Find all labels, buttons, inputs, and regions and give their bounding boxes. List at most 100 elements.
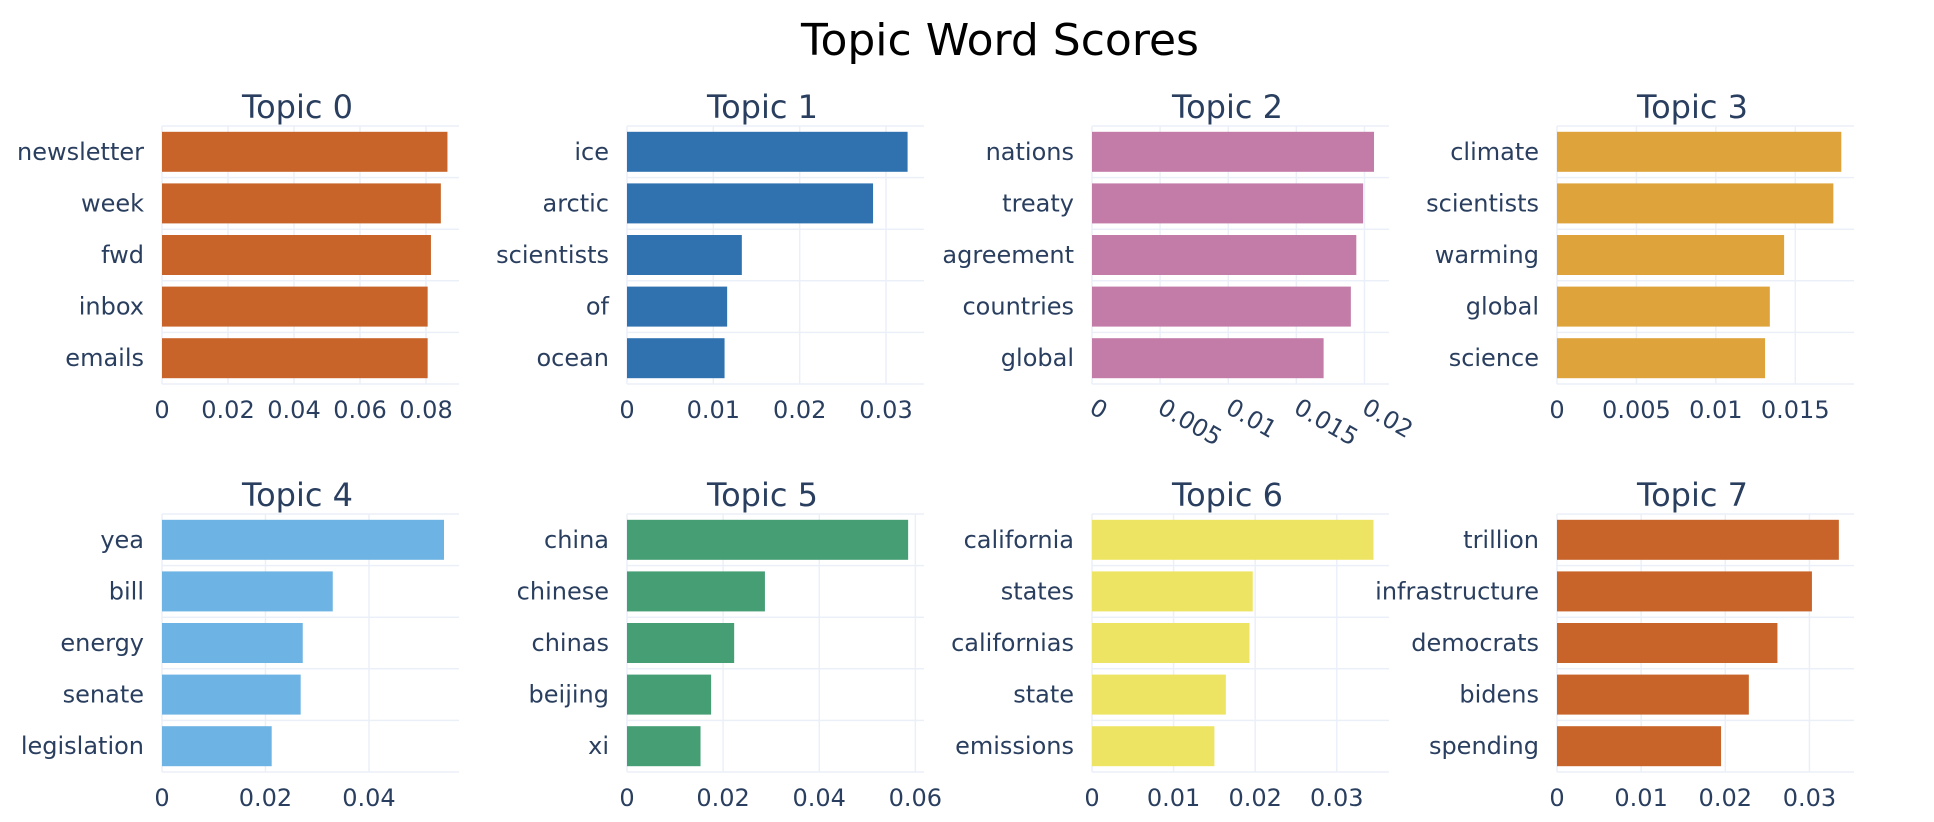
category-label: yea (100, 526, 144, 554)
bar (1092, 726, 1215, 767)
x-tick-label: 0 (154, 784, 169, 812)
x-tick-label: 0.06 (889, 784, 942, 812)
x-tick-label: 0.04 (793, 784, 846, 812)
category-label: trillion (1463, 526, 1539, 554)
category-label: californias (951, 629, 1074, 657)
bar (1557, 623, 1778, 663)
bar (1092, 519, 1374, 560)
category-label: science (1449, 344, 1539, 372)
category-label: scientists (1426, 189, 1539, 217)
x-tick-label: 0 (1549, 784, 1564, 812)
panel-title: Topic 6 (1171, 476, 1283, 514)
bar (162, 183, 441, 224)
category-label: global (1466, 293, 1539, 321)
category-label: energy (60, 629, 144, 657)
panel-title: Topic 7 (1636, 476, 1748, 514)
category-label: bidens (1459, 681, 1539, 709)
bar (162, 571, 333, 612)
category-label: senate (63, 681, 144, 709)
x-tick-label: 0.06 (333, 396, 386, 424)
x-tick-label: 0.02 (1228, 784, 1281, 812)
x-tick-label: 0.005 (1602, 396, 1671, 424)
bar (627, 519, 909, 560)
category-label: of (586, 293, 610, 321)
x-tick-label: 0.08 (399, 396, 452, 424)
x-tick-label: 0 (1084, 784, 1099, 812)
bar (627, 674, 712, 715)
x-tick-label: 0.03 (859, 396, 912, 424)
category-label: nations (986, 138, 1074, 166)
category-label: emails (65, 344, 144, 372)
bar (1557, 131, 1842, 172)
bar (162, 726, 272, 767)
bar (1557, 235, 1785, 275)
topic-panel: Topic 7 trillion infrastructure democrats bi… (1375, 476, 1854, 812)
bar (1557, 183, 1834, 224)
bar (1092, 674, 1226, 715)
bar (1092, 183, 1364, 224)
category-label: global (1001, 344, 1074, 372)
bar (627, 571, 765, 612)
bar (162, 674, 301, 715)
bar (1092, 338, 1324, 379)
bar (1092, 131, 1375, 172)
category-label: week (81, 189, 144, 217)
category-label: infrastructure (1375, 577, 1539, 605)
bar (1557, 674, 1749, 715)
x-tick-label: 0.04 (342, 784, 395, 812)
topic-panel: Topic 6 california states californias state e… (951, 476, 1389, 812)
bar (1557, 726, 1722, 767)
category-label: xi (588, 732, 609, 760)
bar (1092, 286, 1351, 327)
topic-panel: Topic 1 ice arctic scientists of ocean 0 0.01 0.… (496, 88, 924, 424)
category-label: climate (1450, 138, 1539, 166)
category-label: beijing (529, 681, 609, 709)
category-label: scientists (496, 241, 609, 269)
bar (162, 131, 448, 172)
bar (162, 286, 428, 327)
bar (1557, 338, 1766, 379)
category-label: emissions (955, 732, 1074, 760)
category-label: agreement (942, 241, 1074, 269)
panel-title: Topic 5 (706, 476, 818, 514)
x-tick-label: 0.02 (239, 784, 292, 812)
category-label: china (544, 526, 609, 554)
category-label: treaty (1002, 189, 1074, 217)
x-tick-label: 0.02 (773, 396, 826, 424)
x-tick-label: 0.015 (1761, 396, 1830, 424)
topic-panel: Topic 0 newsletter week fwd inbox emails 0 0.02… (17, 88, 459, 424)
x-tick-label: 0 (619, 784, 634, 812)
x-tick-label: 0 (619, 396, 634, 424)
x-tick-label: 0.03 (1310, 784, 1363, 812)
category-label: spending (1429, 732, 1539, 760)
bar (162, 338, 428, 379)
category-label: states (1001, 577, 1074, 605)
x-tick-label: 0 (1549, 396, 1564, 424)
bar (162, 519, 444, 560)
x-tick-label: 0.04 (267, 396, 320, 424)
bar (162, 235, 431, 275)
category-label: inbox (79, 293, 144, 321)
x-tick-label: 0.02 (1699, 784, 1752, 812)
bar (1557, 286, 1770, 327)
topic-panel: Topic 5 china chinese chinas beijing xi 0 0.02 0… (517, 476, 942, 812)
bar (1092, 623, 1250, 663)
x-tick-label: 0.03 (1783, 784, 1836, 812)
chart-title: Topic Word Scores (800, 15, 1199, 66)
category-label: california (964, 526, 1074, 554)
bar (627, 183, 874, 224)
bar (627, 286, 728, 327)
x-tick-label: 0.01 (1147, 784, 1200, 812)
panels-container: Topic 0 newsletter week fwd inbox emails 0 0.02… (17, 88, 1854, 812)
bar (1557, 571, 1812, 612)
bar (1557, 519, 1839, 560)
bar (627, 726, 701, 767)
x-tick-label: 0.01 (1614, 784, 1667, 812)
category-label: warming (1435, 241, 1539, 269)
category-label: fwd (101, 241, 144, 269)
panel-title: Topic 1 (706, 88, 818, 126)
x-tick-label: 0 (154, 396, 169, 424)
category-label: arctic (542, 189, 609, 217)
panel-title: Topic 3 (1636, 88, 1748, 126)
